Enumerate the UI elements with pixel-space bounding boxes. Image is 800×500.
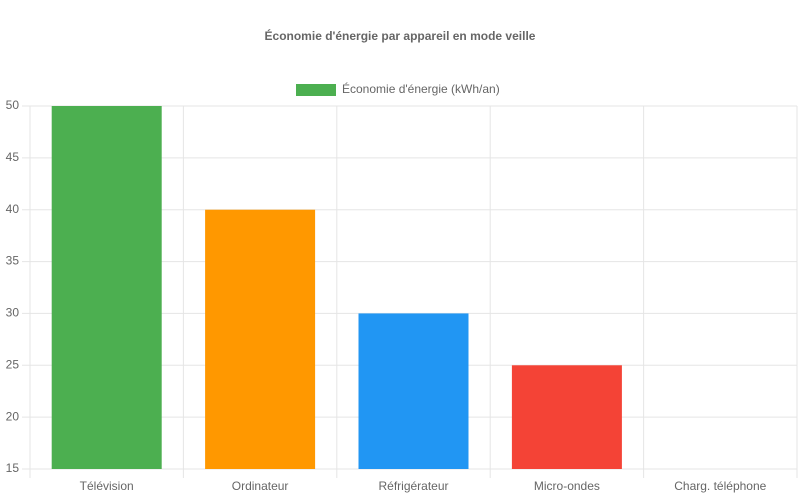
- x-tick-label: Réfrigérateur: [378, 479, 448, 493]
- x-tick-label: Ordinateur: [232, 479, 289, 493]
- y-tick-label: 45: [6, 150, 20, 164]
- y-tick-label: 50: [6, 98, 20, 112]
- bar: [511, 365, 622, 469]
- y-tick-label: 35: [6, 254, 20, 268]
- y-tick-label: 20: [6, 409, 20, 423]
- y-tick-label: 15: [6, 461, 20, 475]
- legend-label: Économie d'énergie (kWh/an): [342, 81, 500, 96]
- chart-title: Économie d'énergie par appareil en mode …: [265, 28, 536, 43]
- x-tick-label: Micro-ondes: [534, 479, 600, 493]
- bar: [205, 209, 316, 469]
- bar: [358, 313, 469, 469]
- y-tick-label: 30: [6, 306, 20, 320]
- y-tick-label: 40: [6, 202, 20, 216]
- legend-swatch: [296, 84, 336, 96]
- x-tick-label: Charg. téléphone: [674, 479, 766, 493]
- y-tick-label: 25: [6, 357, 20, 371]
- bars: [51, 106, 622, 469]
- bar: [51, 106, 162, 469]
- x-tick-label: Télévision: [80, 479, 134, 493]
